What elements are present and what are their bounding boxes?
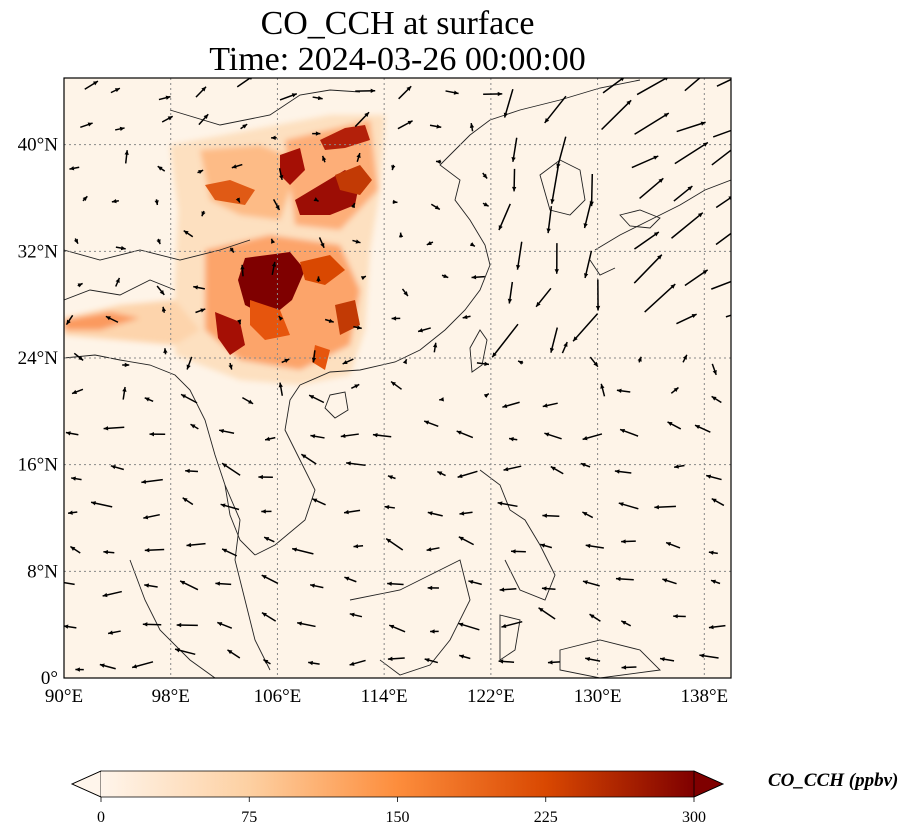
colorbar: 0 75 150 225 300 xyxy=(71,770,724,826)
colorbar-ticks: 0 75 150 225 300 xyxy=(97,797,706,826)
lon-tick-label: 122°E xyxy=(467,686,515,707)
map-subtitle-time: Time: 2024-03-26 00:00:00 xyxy=(209,41,586,78)
wind-vectors xyxy=(64,78,731,672)
colorbar-gradient xyxy=(101,771,694,797)
colorbar-tick-label: 75 xyxy=(241,809,257,826)
coastlines xyxy=(64,79,731,678)
lon-tick-label: 114°E xyxy=(361,686,408,707)
lat-tick-label: 32°N xyxy=(18,241,59,262)
colorbar-tick-label: 0 xyxy=(97,809,105,826)
lat-tick-label: 40°N xyxy=(18,135,59,156)
longitude-labels: 90°E 98°E 106°E 114°E 122°E 130°E 138°E xyxy=(45,686,728,707)
latitude-labels: 0° 8°N 16°N 24°N 32°N 40°N xyxy=(18,135,59,689)
colorbar-extend-min xyxy=(71,770,102,798)
lon-tick-label: 130°E xyxy=(574,686,622,707)
colorbar-tick-label: 300 xyxy=(682,809,706,826)
lat-tick-label: 0° xyxy=(41,668,58,689)
colorbar-tick-label: 150 xyxy=(386,809,410,826)
map-title: CO_CCH at surface xyxy=(260,5,535,42)
lat-tick-label: 24°N xyxy=(18,348,59,369)
lon-tick-label: 106°E xyxy=(254,686,302,707)
lon-tick-label: 98°E xyxy=(152,686,190,707)
map-frame xyxy=(63,77,732,679)
lat-tick-label: 16°N xyxy=(18,455,59,476)
lon-tick-label: 90°E xyxy=(45,686,83,707)
colorbar-title: CO_CCH (ppbv) xyxy=(768,770,899,791)
lon-tick-label: 138°E xyxy=(680,686,728,707)
lat-tick-label: 8°N xyxy=(27,561,58,582)
colorbar-tick-label: 225 xyxy=(534,809,558,826)
map-background xyxy=(64,78,731,678)
colorbar-extend-max xyxy=(693,770,724,798)
